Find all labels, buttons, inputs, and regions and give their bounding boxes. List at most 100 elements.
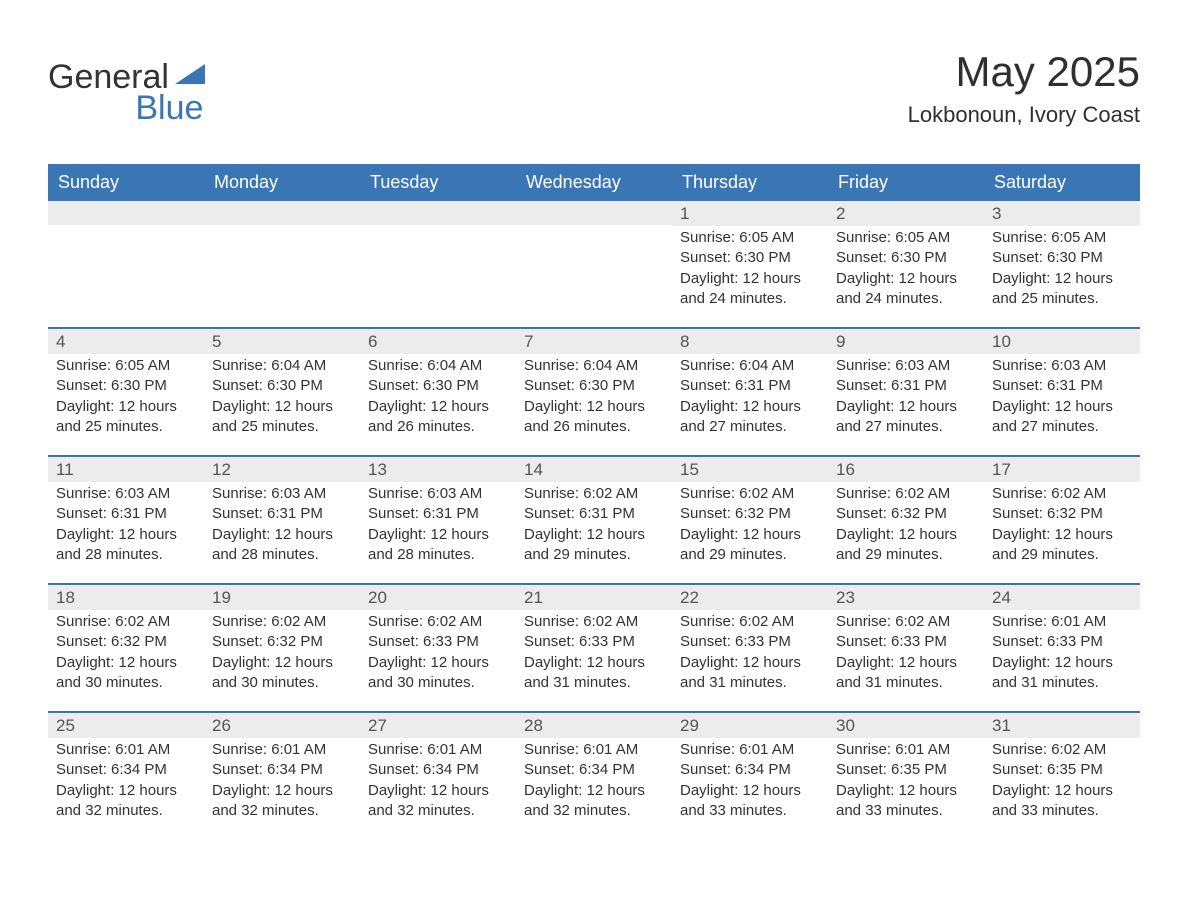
day-cell: 11Sunrise: 6:03 AMSunset: 6:31 PMDayligh… bbox=[48, 457, 204, 583]
day-sunrise: Sunrise: 6:01 AM bbox=[992, 612, 1132, 632]
day-sunset: Sunset: 6:34 PM bbox=[680, 760, 820, 780]
week-row: 1Sunrise: 6:05 AMSunset: 6:30 PMDaylight… bbox=[48, 201, 1140, 327]
day-sunrise: Sunrise: 6:02 AM bbox=[212, 612, 352, 632]
day-sunrise: Sunrise: 6:03 AM bbox=[368, 484, 508, 504]
day-sunset: Sunset: 6:30 PM bbox=[836, 248, 976, 268]
day-cell: 18Sunrise: 6:02 AMSunset: 6:32 PMDayligh… bbox=[48, 585, 204, 711]
day-sunrise: Sunrise: 6:02 AM bbox=[524, 612, 664, 632]
day-cell: 31Sunrise: 6:02 AMSunset: 6:35 PMDayligh… bbox=[984, 713, 1140, 839]
day-daylight_l1: Daylight: 12 hours bbox=[368, 525, 508, 545]
day-sunrise: Sunrise: 6:02 AM bbox=[992, 484, 1132, 504]
day-daylight_l2: and 28 minutes. bbox=[212, 545, 352, 565]
day-sunrise: Sunrise: 6:02 AM bbox=[680, 484, 820, 504]
day-sunrise: Sunrise: 6:04 AM bbox=[212, 356, 352, 376]
day-number: 22 bbox=[672, 585, 828, 610]
day-number: 14 bbox=[516, 457, 672, 482]
day-daylight_l2: and 29 minutes. bbox=[836, 545, 976, 565]
day-sunrise: Sunrise: 6:03 AM bbox=[992, 356, 1132, 376]
day-sunrise: Sunrise: 6:04 AM bbox=[368, 356, 508, 376]
calendar: SundayMondayTuesdayWednesdayThursdayFrid… bbox=[48, 164, 1140, 839]
day-cell: 4Sunrise: 6:05 AMSunset: 6:30 PMDaylight… bbox=[48, 329, 204, 455]
day-daylight_l1: Daylight: 12 hours bbox=[836, 525, 976, 545]
day-sunset: Sunset: 6:35 PM bbox=[992, 760, 1132, 780]
day-number: 30 bbox=[828, 713, 984, 738]
day-body: Sunrise: 6:03 AMSunset: 6:31 PMDaylight:… bbox=[204, 482, 360, 571]
day-daylight_l2: and 25 minutes. bbox=[992, 289, 1132, 309]
day-sunrise: Sunrise: 6:05 AM bbox=[680, 228, 820, 248]
day-number: 21 bbox=[516, 585, 672, 610]
day-daylight_l2: and 24 minutes. bbox=[680, 289, 820, 309]
day-sunrise: Sunrise: 6:05 AM bbox=[992, 228, 1132, 248]
day-number: 15 bbox=[672, 457, 828, 482]
day-daylight_l2: and 24 minutes. bbox=[836, 289, 976, 309]
day-cell: 1Sunrise: 6:05 AMSunset: 6:30 PMDaylight… bbox=[672, 201, 828, 327]
dow-wednesday: Wednesday bbox=[516, 164, 672, 201]
day-daylight_l1: Daylight: 12 hours bbox=[680, 269, 820, 289]
day-sunrise: Sunrise: 6:02 AM bbox=[680, 612, 820, 632]
day-daylight_l2: and 33 minutes. bbox=[680, 801, 820, 821]
day-daylight_l1: Daylight: 12 hours bbox=[836, 653, 976, 673]
day-cell: 9Sunrise: 6:03 AMSunset: 6:31 PMDaylight… bbox=[828, 329, 984, 455]
dow-sunday: Sunday bbox=[48, 164, 204, 201]
weeks-container: 1Sunrise: 6:05 AMSunset: 6:30 PMDaylight… bbox=[48, 201, 1140, 839]
day-daylight_l1: Daylight: 12 hours bbox=[680, 397, 820, 417]
dow-saturday: Saturday bbox=[984, 164, 1140, 201]
day-body: Sunrise: 6:02 AMSunset: 6:32 PMDaylight:… bbox=[204, 610, 360, 699]
day-sunrise: Sunrise: 6:02 AM bbox=[992, 740, 1132, 760]
day-body bbox=[360, 225, 516, 233]
logo-triangle-icon bbox=[175, 64, 205, 89]
day-body: Sunrise: 6:03 AMSunset: 6:31 PMDaylight:… bbox=[360, 482, 516, 571]
day-sunrise: Sunrise: 6:02 AM bbox=[524, 484, 664, 504]
day-cell: 15Sunrise: 6:02 AMSunset: 6:32 PMDayligh… bbox=[672, 457, 828, 583]
day-daylight_l1: Daylight: 12 hours bbox=[368, 781, 508, 801]
day-body: Sunrise: 6:05 AMSunset: 6:30 PMDaylight:… bbox=[828, 226, 984, 315]
day-number: 8 bbox=[672, 329, 828, 354]
day-cell: 6Sunrise: 6:04 AMSunset: 6:30 PMDaylight… bbox=[360, 329, 516, 455]
day-daylight_l2: and 31 minutes. bbox=[992, 673, 1132, 693]
day-sunrise: Sunrise: 6:01 AM bbox=[212, 740, 352, 760]
day-number: 18 bbox=[48, 585, 204, 610]
day-number: 13 bbox=[360, 457, 516, 482]
day-daylight_l1: Daylight: 12 hours bbox=[524, 525, 664, 545]
month-title: May 2025 bbox=[908, 48, 1140, 96]
day-body: Sunrise: 6:02 AMSunset: 6:33 PMDaylight:… bbox=[828, 610, 984, 699]
day-daylight_l2: and 28 minutes. bbox=[368, 545, 508, 565]
day-body bbox=[516, 225, 672, 233]
day-number: 10 bbox=[984, 329, 1140, 354]
day-number: 2 bbox=[828, 201, 984, 226]
days-of-week-row: SundayMondayTuesdayWednesdayThursdayFrid… bbox=[48, 164, 1140, 201]
day-body: Sunrise: 6:02 AMSunset: 6:32 PMDaylight:… bbox=[984, 482, 1140, 571]
day-daylight_l2: and 33 minutes. bbox=[992, 801, 1132, 821]
day-sunrise: Sunrise: 6:01 AM bbox=[680, 740, 820, 760]
title-block: May 2025 Lokbonoun, Ivory Coast bbox=[908, 48, 1140, 128]
day-daylight_l1: Daylight: 12 hours bbox=[212, 653, 352, 673]
day-sunset: Sunset: 6:33 PM bbox=[992, 632, 1132, 652]
day-number: 26 bbox=[204, 713, 360, 738]
day-daylight_l1: Daylight: 12 hours bbox=[212, 781, 352, 801]
day-cell: 19Sunrise: 6:02 AMSunset: 6:32 PMDayligh… bbox=[204, 585, 360, 711]
day-daylight_l2: and 30 minutes. bbox=[212, 673, 352, 693]
day-number: 28 bbox=[516, 713, 672, 738]
day-daylight_l2: and 31 minutes. bbox=[680, 673, 820, 693]
day-sunrise: Sunrise: 6:01 AM bbox=[836, 740, 976, 760]
day-number: 23 bbox=[828, 585, 984, 610]
day-cell bbox=[360, 201, 516, 327]
day-daylight_l1: Daylight: 12 hours bbox=[992, 525, 1132, 545]
day-number: 16 bbox=[828, 457, 984, 482]
day-cell: 30Sunrise: 6:01 AMSunset: 6:35 PMDayligh… bbox=[828, 713, 984, 839]
day-daylight_l2: and 32 minutes. bbox=[368, 801, 508, 821]
day-number bbox=[204, 201, 360, 225]
day-sunrise: Sunrise: 6:01 AM bbox=[56, 740, 196, 760]
day-number: 27 bbox=[360, 713, 516, 738]
day-number: 11 bbox=[48, 457, 204, 482]
day-body: Sunrise: 6:01 AMSunset: 6:35 PMDaylight:… bbox=[828, 738, 984, 827]
day-cell: 12Sunrise: 6:03 AMSunset: 6:31 PMDayligh… bbox=[204, 457, 360, 583]
day-daylight_l1: Daylight: 12 hours bbox=[680, 525, 820, 545]
day-sunset: Sunset: 6:34 PM bbox=[212, 760, 352, 780]
day-daylight_l1: Daylight: 12 hours bbox=[524, 653, 664, 673]
day-cell bbox=[516, 201, 672, 327]
day-sunrise: Sunrise: 6:02 AM bbox=[836, 612, 976, 632]
day-sunset: Sunset: 6:33 PM bbox=[368, 632, 508, 652]
day-number: 24 bbox=[984, 585, 1140, 610]
day-body bbox=[204, 225, 360, 233]
